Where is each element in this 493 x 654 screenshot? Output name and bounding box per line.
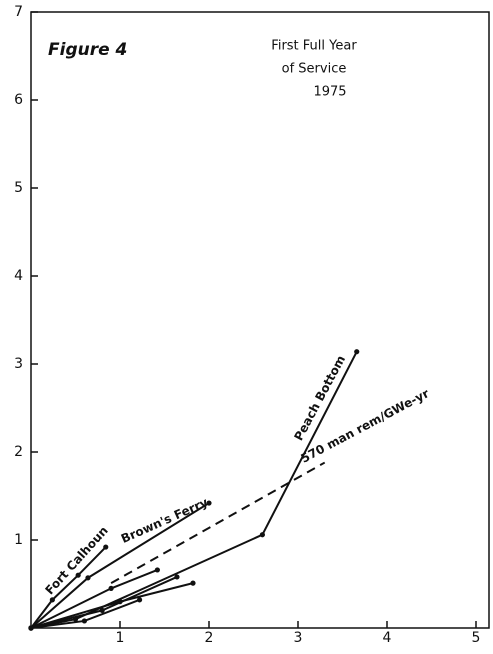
y-tick-label: 7 bbox=[14, 4, 23, 20]
data-point bbox=[108, 585, 114, 592]
data-point bbox=[206, 500, 212, 506]
data-point bbox=[174, 574, 180, 580]
chart-subtitle: of Service bbox=[282, 62, 347, 77]
y-tick-label: 1 bbox=[14, 532, 23, 548]
chart-subtitle: First Full Year bbox=[271, 39, 357, 54]
data-point bbox=[28, 625, 34, 631]
data-point bbox=[81, 618, 87, 624]
data-point bbox=[75, 572, 81, 578]
data-point bbox=[136, 597, 143, 603]
x-tick-label: 3 bbox=[294, 630, 303, 646]
chart-title: Figure 4 bbox=[48, 40, 127, 60]
series-line bbox=[30, 546, 107, 629]
data-point bbox=[49, 597, 55, 603]
y-tick-label: 2 bbox=[14, 444, 23, 460]
data-point bbox=[354, 349, 360, 355]
series-label: Brown's Ferry bbox=[119, 495, 210, 546]
series-line bbox=[30, 351, 358, 629]
x-tick-label: 4 bbox=[383, 630, 392, 646]
data-point bbox=[259, 532, 265, 538]
data-point bbox=[154, 567, 160, 573]
x-tick-label: 1 bbox=[116, 630, 125, 646]
series-label: Fort Calhoun bbox=[42, 524, 110, 598]
data-point bbox=[85, 575, 91, 581]
x-tick-label: 2 bbox=[205, 630, 214, 646]
y-tick-label: 3 bbox=[14, 356, 23, 372]
data-point bbox=[117, 599, 123, 605]
series-line bbox=[110, 461, 326, 584]
y-tick-label: 6 bbox=[14, 92, 23, 108]
y-tick-label: 4 bbox=[14, 268, 23, 284]
data-point bbox=[99, 607, 105, 614]
data-point bbox=[103, 544, 109, 550]
chart-subtitle: 1975 bbox=[313, 85, 346, 100]
data-point bbox=[190, 580, 196, 586]
y-tick-label: 5 bbox=[14, 180, 23, 196]
series-line bbox=[30, 502, 210, 629]
x-tick-label: 5 bbox=[472, 630, 481, 646]
series-label: Peach Bottom bbox=[291, 353, 348, 443]
plot-frame bbox=[30, 11, 490, 629]
